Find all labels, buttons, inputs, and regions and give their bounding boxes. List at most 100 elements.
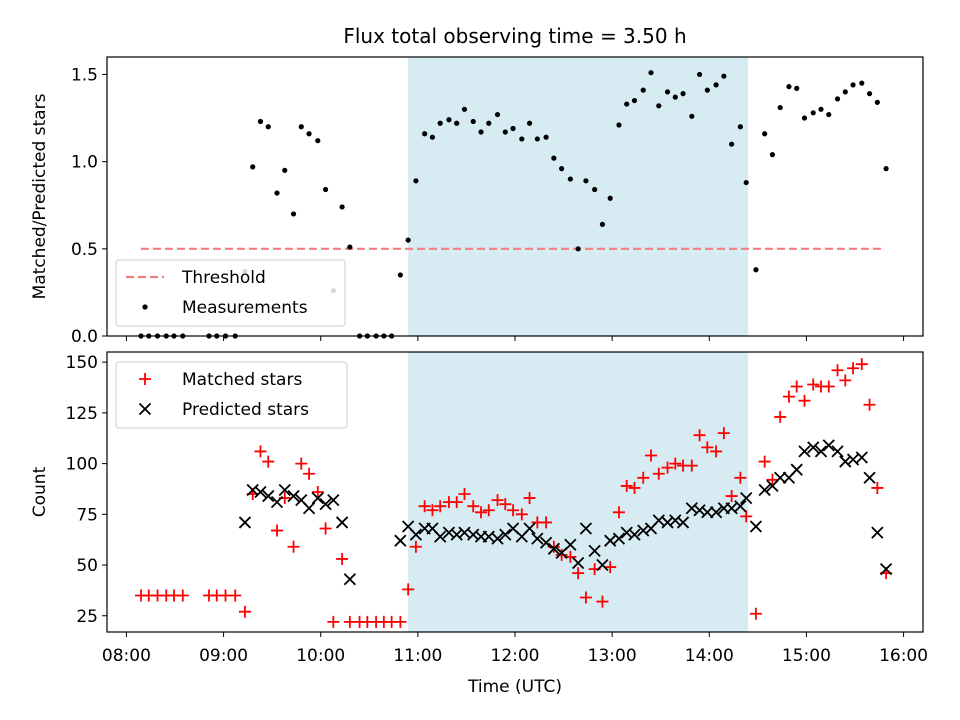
predicted-star-point	[798, 445, 811, 458]
predicted-star-point	[701, 506, 714, 519]
measurement-point	[640, 87, 646, 93]
measurement-point	[704, 87, 710, 93]
matched-star-point	[418, 500, 431, 513]
measurement-point	[461, 106, 468, 112]
predicted-star-point	[434, 530, 447, 543]
x-tick-label: 10:00	[296, 646, 345, 666]
predicted-star-point	[807, 441, 820, 454]
matched-star-point	[402, 583, 415, 596]
predicted-star-point	[822, 439, 835, 452]
matched-star-point	[701, 441, 714, 454]
measurement-point	[696, 71, 703, 78]
measurement-point	[592, 186, 598, 193]
matched-star-point	[596, 595, 609, 608]
measurement-point	[834, 96, 841, 102]
matched-star-point	[661, 461, 674, 474]
matched-star-point	[839, 374, 852, 387]
matched-star-point	[271, 524, 283, 537]
measurement-point	[413, 178, 419, 184]
measurement-point	[526, 120, 533, 126]
matched-star-point	[450, 496, 463, 509]
matched-star-point	[262, 455, 275, 468]
matched-star-point	[523, 492, 536, 505]
predicted-star-point	[319, 498, 332, 511]
matched-star-point	[628, 481, 641, 494]
matched-star-point	[303, 467, 316, 480]
predicted-star-point	[335, 516, 349, 529]
matched-star-point	[295, 457, 308, 470]
y-tick-label: 150	[66, 353, 98, 373]
predicted-star-point	[588, 544, 601, 557]
y-tick-label: 1.5	[71, 65, 98, 85]
predicted-star-point	[442, 526, 456, 539]
measurement-point	[866, 91, 873, 97]
predicted-star-point	[669, 514, 682, 527]
matched-star-point	[515, 508, 528, 521]
matched-star-point	[693, 429, 706, 442]
legend-measurement-label: Measurements	[182, 298, 308, 318]
predicted-star-point	[467, 528, 480, 541]
legend-box	[115, 259, 346, 327]
measurement-point	[265, 124, 271, 130]
measurement-point	[648, 70, 654, 76]
predicted-star-point	[685, 502, 698, 515]
x-tick-label: 09:00	[199, 646, 248, 666]
predicted-star-point	[539, 536, 553, 549]
measurement-point	[616, 122, 622, 128]
matched-star-point	[238, 605, 251, 618]
predicted-star-point	[270, 496, 284, 509]
measurement-point	[429, 134, 436, 140]
measurement-point	[446, 117, 452, 123]
predicted-star-point	[394, 534, 407, 547]
matched-star-point	[620, 479, 633, 492]
measurement-point	[664, 89, 671, 95]
predicted-star-point	[612, 532, 626, 545]
matched-star-point	[652, 467, 665, 480]
measurement-point	[551, 155, 557, 161]
matched-star-point	[555, 548, 568, 561]
matched-star-point	[871, 481, 884, 494]
x-tick-label: 11:00	[393, 646, 442, 666]
measurement-point	[826, 111, 832, 118]
measurement-point	[689, 113, 695, 119]
measurement-point	[543, 134, 549, 140]
predicted-star-point	[572, 556, 585, 570]
predicted-star-point	[620, 526, 633, 539]
measurement-point	[737, 124, 743, 130]
matched-star-point	[499, 498, 512, 511]
predicted-star-point	[855, 451, 868, 464]
measurement-point	[274, 190, 280, 196]
measurement-point	[713, 82, 719, 88]
matched-star-point	[740, 510, 753, 523]
legend: Threshold Measurements	[115, 259, 346, 327]
matched-star-point	[822, 380, 835, 393]
observing-window-shade	[408, 57, 749, 336]
measurement-point	[769, 152, 776, 158]
matched-star-point	[831, 364, 844, 377]
matched-star-point	[749, 607, 762, 620]
predicted-star-point	[596, 558, 609, 572]
measurement-point	[818, 106, 824, 112]
predicted-star-point	[774, 471, 787, 484]
measurement-point	[743, 179, 749, 186]
matched-star-point	[855, 358, 868, 371]
measurement-point	[859, 80, 865, 86]
matched-star-point	[637, 471, 650, 484]
matched-star-point	[645, 449, 657, 462]
measurement-point	[454, 120, 460, 126]
measurement-point	[422, 131, 428, 137]
matched-star-point	[394, 615, 407, 628]
measurement-point	[575, 246, 581, 252]
measurement-point	[397, 272, 403, 278]
matched-star-point	[475, 506, 487, 519]
matched-star-point	[572, 567, 585, 580]
measurement-point	[405, 237, 411, 243]
measurement-point	[437, 120, 443, 126]
measurement-point	[721, 73, 727, 79]
measurement-point	[470, 118, 476, 125]
predicted-star-point	[740, 491, 753, 505]
predicted-star-point	[709, 506, 723, 519]
predicted-star-point	[758, 483, 771, 497]
matched-star-point	[434, 500, 447, 513]
predicted-star-point	[531, 532, 544, 545]
